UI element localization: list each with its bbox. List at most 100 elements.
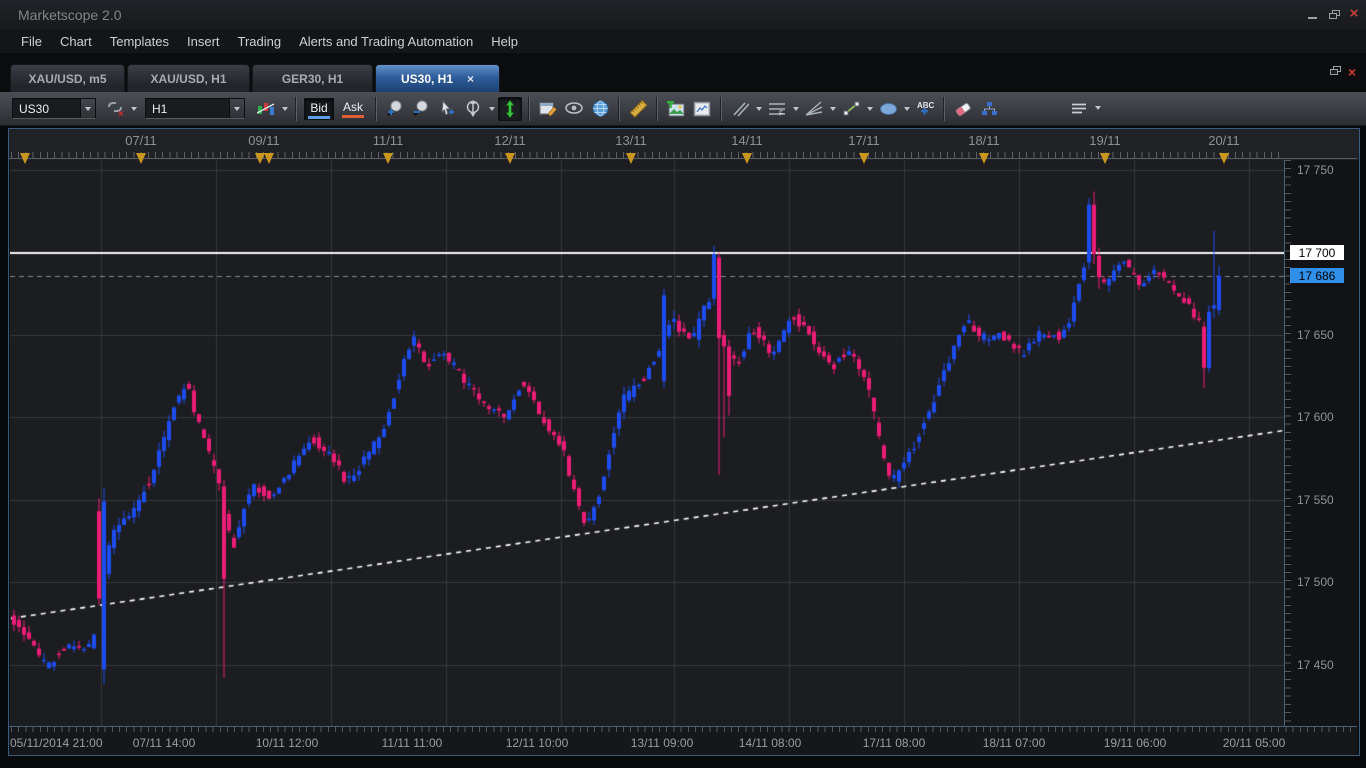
tab-label: US30, H1 (400, 71, 453, 86)
vertical-zoom-icon (466, 100, 481, 117)
date-label-17-11: 17/11 (848, 133, 880, 148)
time-tick-13-11-09-00: 13/11 09:00 (630, 736, 694, 750)
symbol-select[interactable]: US30 (12, 98, 96, 119)
fibonacci-button-dropdown[interactable] (790, 97, 801, 121)
symbol-dropdown-arrow[interactable] (80, 99, 95, 118)
menu-bar: File Chart Templates Insert Trading Alerts an… (0, 30, 1366, 53)
menu-item-insert[interactable]: Insert (187, 34, 220, 49)
ellipse-icon (879, 102, 898, 116)
menu-item-file[interactable]: File (21, 34, 42, 49)
price-tick-17650: 17 650 (1297, 327, 1334, 342)
time-tick-14-11-08-00: 14/11 08:00 (738, 736, 802, 750)
day-start-marker-icon (383, 153, 393, 164)
ask-button[interactable]: Ask (338, 98, 368, 120)
bid-label: Bid (310, 100, 328, 115)
time-tick-18-11-07-00: 18/11 07:00 (982, 736, 1046, 750)
fibonacci-button[interactable]: F (765, 97, 789, 121)
zoom-out-button[interactable] (409, 97, 433, 121)
ellipse-button-dropdown[interactable] (901, 97, 912, 121)
day-start-marker-icon (742, 153, 752, 164)
ellipse-button[interactable] (876, 97, 900, 121)
day-start-marker-icon (979, 153, 989, 164)
pointer-zoom-button[interactable] (435, 97, 459, 121)
auto-scale-button[interactable] (498, 96, 522, 121)
vertical-zoom-button-dropdown[interactable] (486, 97, 497, 121)
symbol-value: US30 (19, 101, 50, 116)
text-label-icon: ABC (916, 100, 934, 117)
add-image-icon (667, 100, 685, 117)
fan-lines-icon (805, 101, 823, 116)
price-axis[interactable]: 17 750 17 700 17 650 17 600 17 550 17 500 17 4… (1284, 160, 1357, 726)
time-tick-17-11-08-00: 17/11 08:00 (862, 736, 926, 750)
period-select[interactable]: H1 (145, 98, 245, 119)
add-image-button[interactable] (664, 97, 688, 121)
toggle-visibility-button[interactable] (562, 97, 586, 121)
unlink-symbol-button-dropdown[interactable] (128, 97, 139, 121)
time-tick-12-11-10-00: 12/11 10:00 (505, 736, 569, 750)
web-globe-button[interactable] (588, 97, 612, 121)
price-tick-17600: 17 600 (1297, 410, 1334, 425)
vertical-zoom-button[interactable] (461, 97, 485, 121)
period-dropdown-arrow[interactable] (229, 99, 244, 118)
date-label-09-11: 09/11 (248, 133, 280, 148)
date-axis-ticks (11, 152, 1283, 158)
app-title: Marketscope 2.0 (18, 7, 122, 23)
tab-label: GER30, H1 (281, 71, 344, 86)
line-price-badge: 17 700 (1290, 245, 1344, 260)
strategy-button[interactable] (977, 97, 1001, 121)
trend-line-button-dropdown[interactable] (864, 97, 875, 121)
menu-item-alerts-and-trading-automation[interactable]: Alerts and Trading Automation (299, 34, 474, 49)
zoom-in-button[interactable] (383, 97, 407, 121)
minimize-button[interactable] (1302, 6, 1322, 22)
tab-xau-usd-h1[interactable]: XAU/USD, H1 (127, 64, 250, 92)
chart-type-button[interactable] (254, 97, 278, 121)
menu-item-help[interactable]: Help (491, 34, 519, 49)
date-label-20-11: 20/11 (1208, 133, 1240, 148)
zoom-out-icon (412, 100, 430, 117)
window-list-button[interactable] (1067, 96, 1091, 120)
fan-lines-button[interactable] (802, 97, 826, 121)
trend-line-button[interactable] (839, 97, 863, 121)
chart-close-icon[interactable]: × (1348, 64, 1357, 80)
time-tick-07-11-14-00: 07/11 14:00 (132, 736, 196, 750)
time-axis[interactable]: 05/11/2014 21:00 07/11 14:00 10/11 12:00 11… (9, 726, 1357, 755)
candle-chart-icon (257, 101, 275, 116)
restore-button[interactable] (1324, 6, 1344, 22)
tab-xau-usd-m5[interactable]: XAU/USD, m5 (10, 64, 125, 92)
time-tick-19-11-06-00: 19/11 06:00 (1103, 736, 1167, 750)
chart-frame-button[interactable] (690, 97, 714, 121)
date-label-14-11: 14/11 (731, 133, 763, 148)
tab-ger30-h1[interactable]: GER30, H1 (252, 64, 373, 92)
price-tick-17450: 17 450 (1297, 657, 1334, 672)
channel-lines-button[interactable] (728, 97, 752, 121)
time-tick-20-11-05-00: 20/11 05:00 (1222, 736, 1286, 750)
chart-plot-area[interactable] (10, 160, 1284, 726)
ruler-button[interactable] (626, 97, 650, 121)
menu-item-templates[interactable]: Templates (109, 34, 169, 49)
menu-item-trading[interactable]: Trading (237, 34, 282, 49)
window-list-button-dropdown[interactable] (1092, 96, 1103, 120)
close-button[interactable]: × (1344, 6, 1364, 22)
day-start-marker-icon (859, 153, 869, 164)
bid-button[interactable]: Bid (304, 97, 334, 120)
time-tick-05-11-2014-21-00: 05/11/2014 21:00 (10, 736, 103, 750)
edit-properties-button[interactable] (536, 97, 560, 121)
toolbar: US30 × H1 Bid Ask F ABC (0, 92, 1366, 126)
tab-close-icon[interactable]: × (467, 71, 475, 86)
fan-lines-button-dropdown[interactable] (827, 97, 838, 121)
unlink-symbol-button[interactable]: × (103, 97, 127, 121)
tab-us30-h1[interactable]: US30, H1 × (375, 64, 500, 92)
time-axis-ticks (11, 727, 1357, 732)
eraser-button[interactable] (951, 97, 975, 121)
channel-lines-button-dropdown[interactable] (753, 97, 764, 121)
day-start-marker-icon (264, 153, 274, 164)
price-chart[interactable] (10, 160, 1284, 726)
day-start-marker-icon (255, 153, 265, 164)
chart-type-button-dropdown[interactable] (279, 97, 290, 121)
chart-restore-icon[interactable] (1330, 66, 1341, 75)
trend-line-icon (843, 101, 860, 116)
menu-item-chart[interactable]: Chart (59, 34, 92, 49)
eye-icon (564, 102, 584, 115)
text-label-button[interactable]: ABC (913, 97, 937, 121)
